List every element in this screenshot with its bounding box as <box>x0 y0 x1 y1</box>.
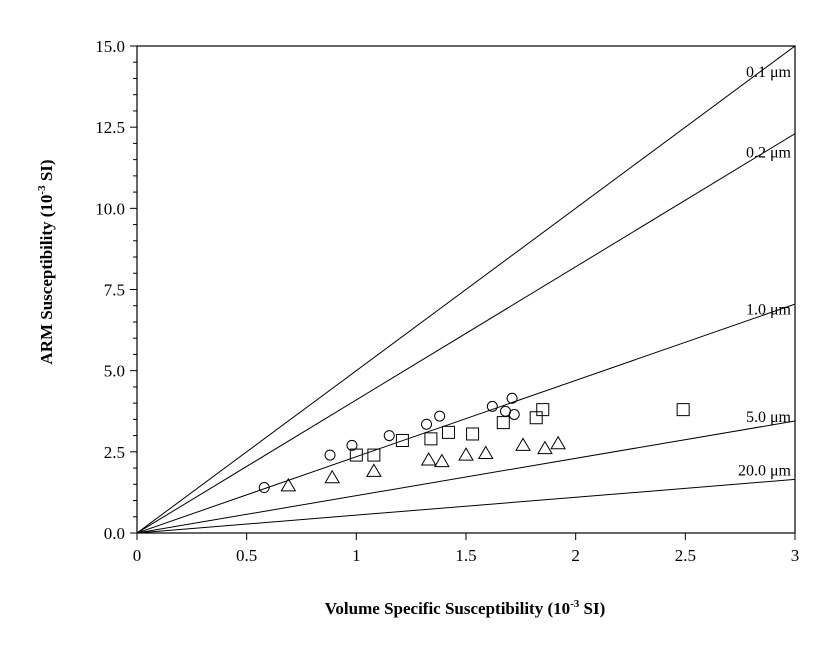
circle-point <box>508 408 520 420</box>
y-axis-title-exponent: -3 <box>36 185 48 195</box>
y-tick-label: 10.0 <box>95 199 125 218</box>
triangle-point <box>324 469 341 484</box>
triangle-point <box>420 451 437 466</box>
square-point <box>536 403 550 417</box>
reference-line <box>137 133 795 533</box>
x-tick-label: 0.5 <box>236 546 257 565</box>
triangle-point <box>537 440 553 455</box>
reference-lines <box>137 46 795 533</box>
circle-point <box>258 482 270 494</box>
circle-point <box>486 400 498 412</box>
square-point <box>496 416 510 430</box>
circle-point <box>421 418 433 430</box>
square-point <box>529 411 543 425</box>
circle-point <box>434 410 446 422</box>
reference-line <box>137 46 795 533</box>
x-tick-label: 3 <box>791 546 800 565</box>
triangle-point <box>477 445 494 459</box>
y-tick-label: 5.0 <box>104 362 125 381</box>
square-point <box>395 433 409 447</box>
y-tick-label: 7.5 <box>104 281 125 300</box>
data-points <box>258 392 690 494</box>
triangle-point <box>550 435 566 450</box>
reference-line-labels: 0.1 μm 0.2 μm 1.0 μm 5.0 μm 20.0 μm <box>738 64 792 480</box>
y-tick-label: 2.5 <box>104 443 125 462</box>
x-tick-label: 1.5 <box>455 546 476 565</box>
x-axis-title-tail: SI) <box>579 599 605 618</box>
square-point <box>441 425 455 439</box>
square-point <box>424 432 438 446</box>
y-axis-title: ARM Susceptibility (10-3 SI) <box>36 159 56 364</box>
x-tick-label: 2.5 <box>675 546 696 565</box>
triangle-point <box>515 437 531 451</box>
circle-point <box>506 392 518 404</box>
y-tick-label: 0.0 <box>104 524 125 543</box>
x-tick-label: 2 <box>571 546 580 565</box>
y-axis-title-main: ARM Susceptibility (10 <box>37 195 56 365</box>
square-point <box>349 448 363 462</box>
reference-line <box>137 478 795 533</box>
y-tick-label: 12.5 <box>95 118 125 137</box>
x-tick-label: 0 <box>133 546 142 565</box>
reference-line <box>137 420 795 533</box>
triangle-point <box>366 463 382 477</box>
y-axis-title-tail: SI) <box>37 159 56 185</box>
x-axis-title: Volume Specific Susceptibility (10-3 SI) <box>325 598 606 618</box>
y-axis: 0.0 2.5 5.0 7.5 10.0 12.5 15.0 <box>95 37 137 543</box>
circle-point <box>346 439 358 451</box>
triangle-point <box>280 477 297 492</box>
x-axis-title-exponent: -3 <box>570 598 580 610</box>
reference-line <box>137 303 795 533</box>
x-tick-label: 1 <box>352 546 361 565</box>
reference-line-label: 1.0 μm <box>746 301 792 318</box>
square-point <box>676 403 690 417</box>
circle-point <box>383 430 395 442</box>
x-axis: 0 0.5 1 1.5 2 2.5 3 <box>133 533 800 565</box>
y-tick-label: 15.0 <box>95 37 125 56</box>
square-point <box>466 427 480 441</box>
triangle-point <box>458 447 474 461</box>
reference-line-label: 5.0 μm <box>746 409 792 426</box>
x-axis-title-main: Volume Specific Susceptibility (10 <box>325 599 570 618</box>
square-point <box>367 448 381 462</box>
circle-point <box>324 449 336 461</box>
triangle-point <box>434 453 450 468</box>
reference-line-label: 0.2 μm <box>746 145 792 162</box>
reference-line-label: 20.0 μm <box>738 463 792 480</box>
reference-line-label: 0.1 μm <box>746 64 792 81</box>
